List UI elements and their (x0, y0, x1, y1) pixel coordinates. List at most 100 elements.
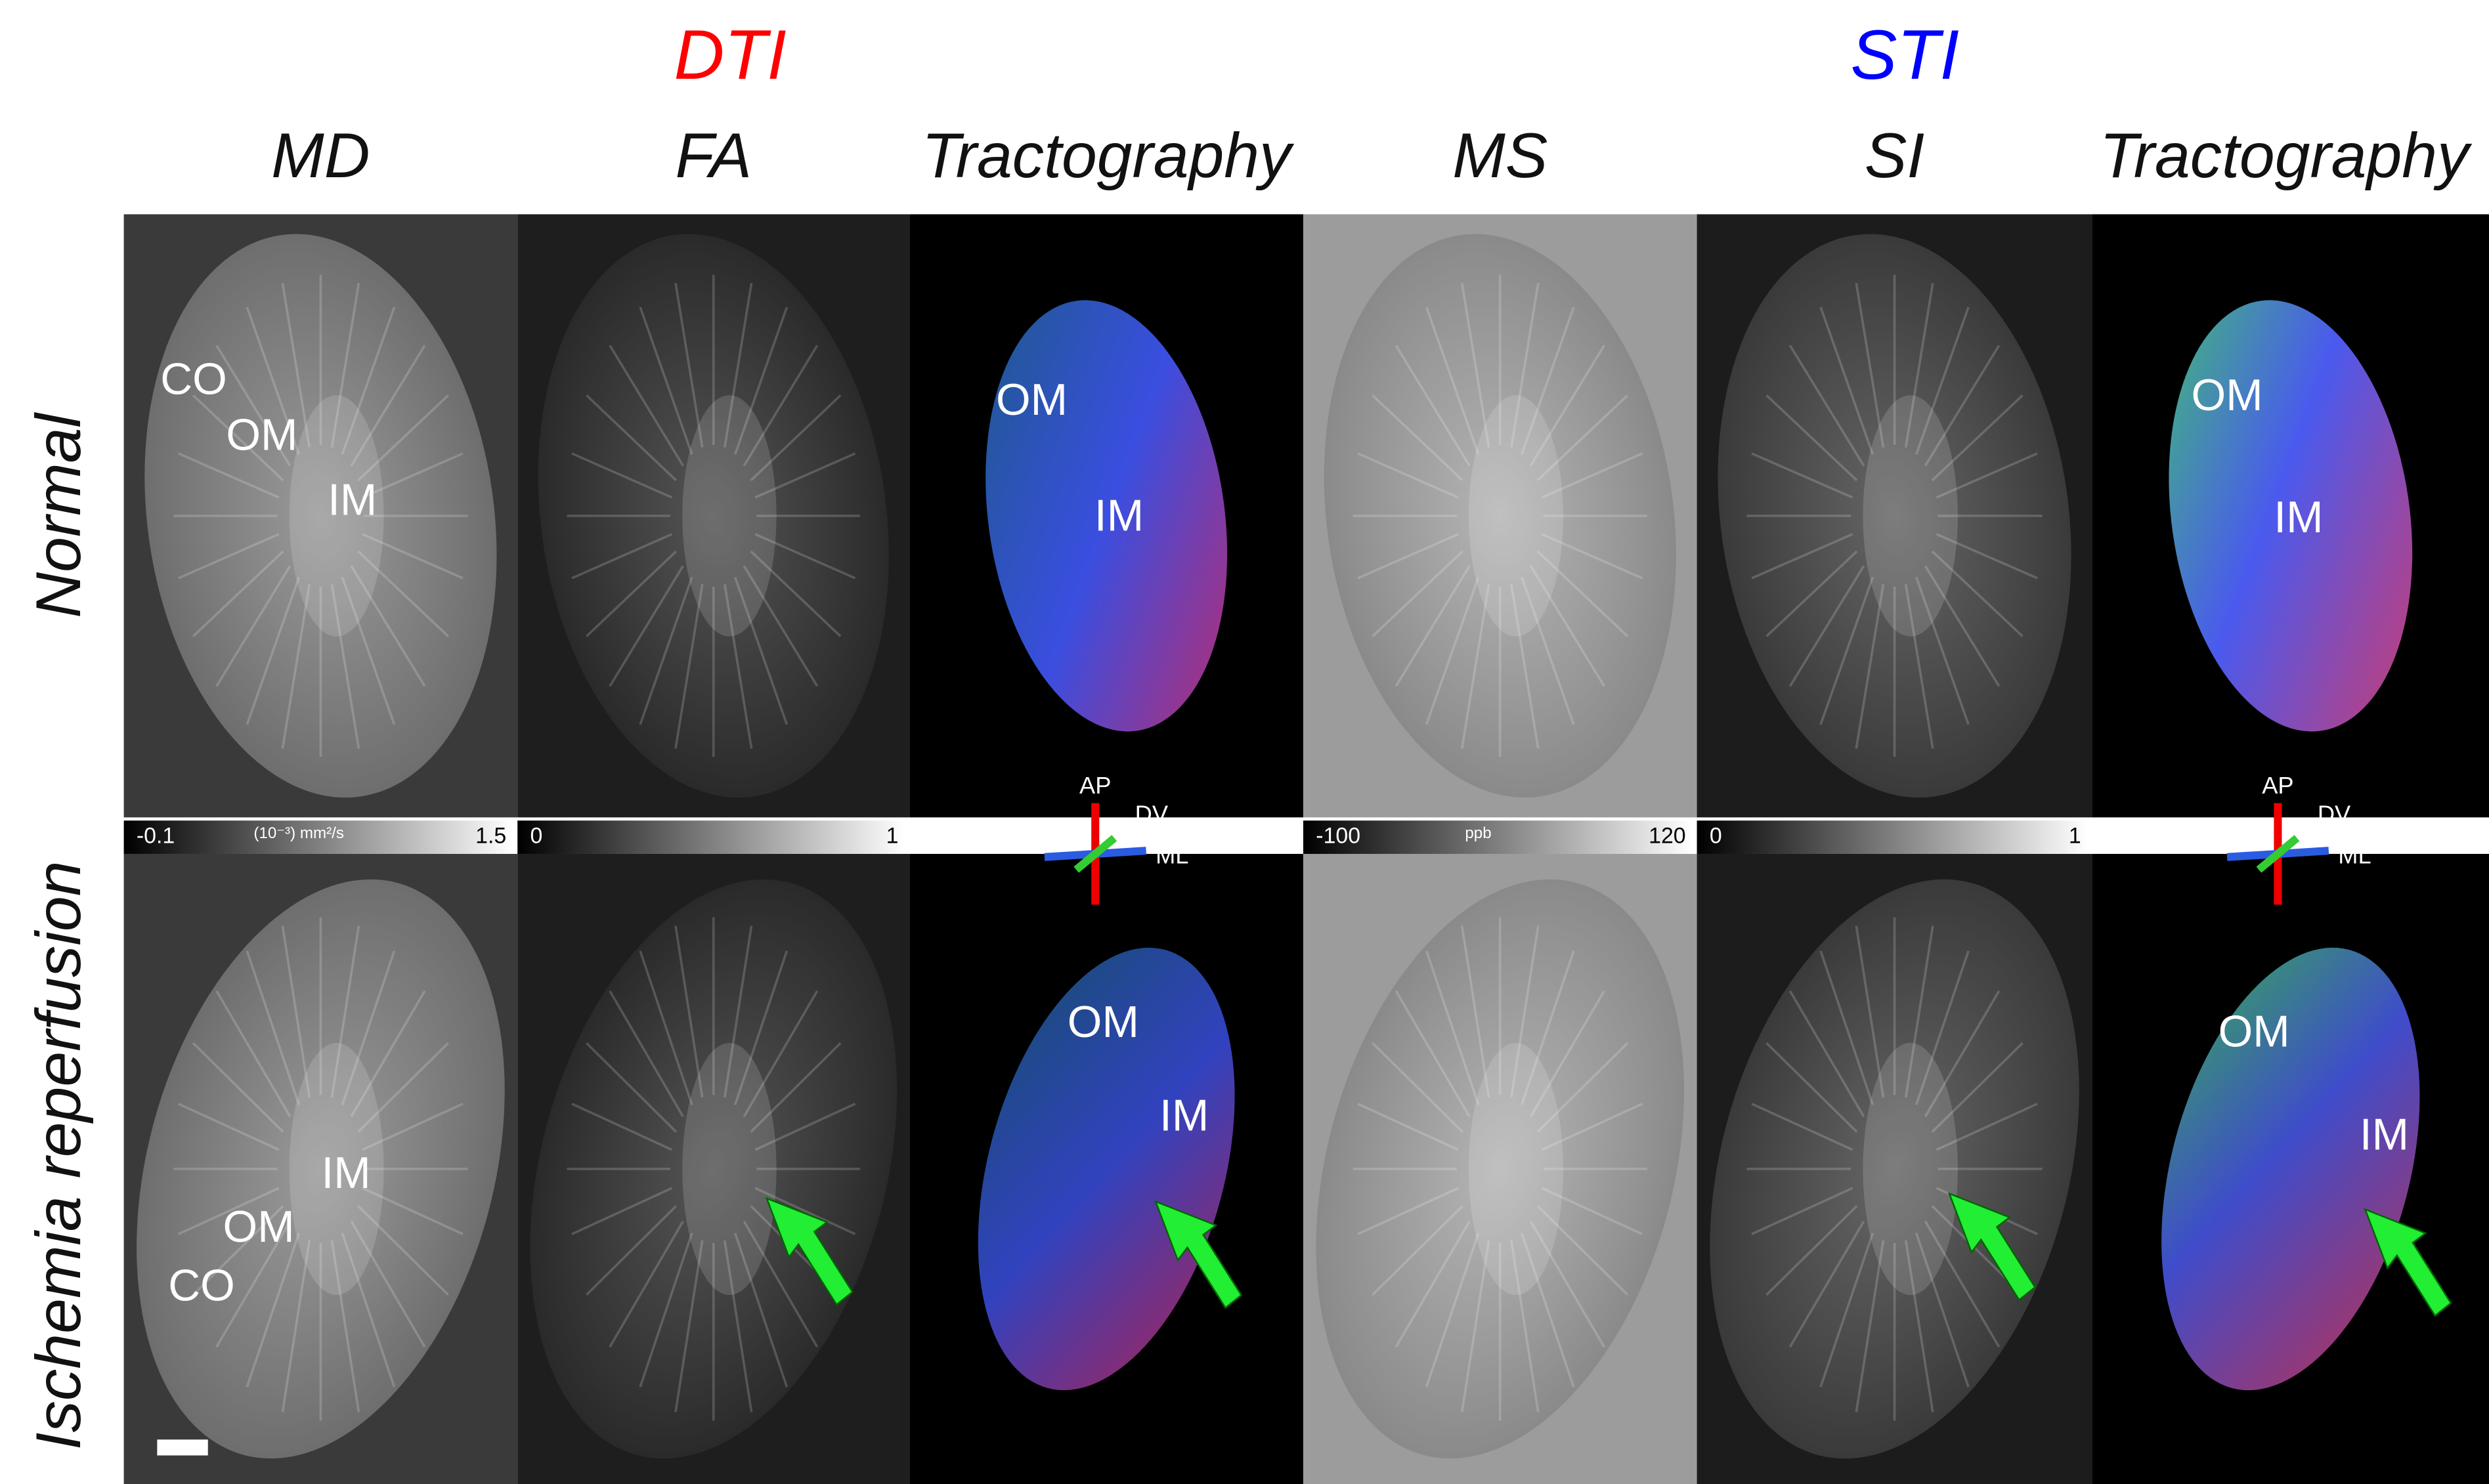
region-label: IM (1159, 1092, 1209, 1141)
colorbar-max: 120 (1649, 824, 1685, 849)
region-label: OM (2218, 1007, 2290, 1057)
texture-ray (1510, 283, 1540, 448)
texture-ray (281, 583, 311, 749)
colorbar (517, 820, 905, 854)
texture-ray (330, 1240, 360, 1412)
colorbar-unit: ppb (1465, 824, 1491, 842)
texture-ray (330, 925, 360, 1098)
texture-ray (341, 576, 396, 725)
texture-ray (1425, 307, 1480, 456)
kidney (137, 879, 505, 1459)
texture-ray (178, 452, 280, 499)
texture-ray (330, 583, 360, 749)
texture-ray (341, 1233, 396, 1388)
texture-ray (743, 1220, 819, 1348)
texture-ray (1425, 1233, 1480, 1388)
texture-ray (733, 950, 789, 1105)
texture-ray (362, 452, 464, 499)
texture-ray (1936, 1103, 2038, 1151)
texture-ray (1395, 345, 1471, 467)
texture-ray (1931, 394, 2024, 482)
texture-ray (1521, 307, 1575, 456)
texture-ray (1521, 950, 1575, 1105)
texture-ray (1372, 1205, 1463, 1296)
inner-medulla (1863, 395, 1958, 637)
region-label: OM (1068, 998, 1139, 1047)
colorbar (1697, 820, 2088, 854)
texture-ray (1819, 307, 1874, 456)
texture-ray (733, 1233, 789, 1388)
colorbar-min: -100 (1316, 824, 1360, 849)
region-label: CO (168, 1261, 235, 1310)
texture-ray (1460, 283, 1490, 448)
texture-ray (1788, 345, 1865, 467)
texture-ray (639, 576, 693, 725)
region-label: OM (2192, 371, 2263, 420)
labels: -0.1 1.5 (10⁻³) mm²/s 0 1 -100 120 ppb 0 1 AP DV ML A… (23, 16, 2473, 1450)
texture-ray (341, 307, 396, 456)
axis-dv (2256, 835, 2300, 873)
texture-ray (571, 452, 673, 499)
arrow (1154, 1200, 1243, 1309)
kidney (1324, 234, 1676, 798)
colorbar-min: -0.1 (137, 824, 175, 849)
texture-ray (1357, 533, 1459, 580)
texture-ray (571, 533, 673, 580)
texture-ray (281, 1240, 311, 1412)
texture-ray (571, 1187, 673, 1235)
texture-ray (1357, 1103, 1459, 1151)
region-label: IM (2360, 1111, 2409, 1160)
scale-bar (157, 1439, 208, 1456)
texture-ray (1529, 1220, 1605, 1348)
texture-ray (1536, 394, 1629, 482)
texture-ray (246, 950, 301, 1105)
texture-ray (1904, 583, 1934, 749)
texture-ray (1855, 1240, 1885, 1412)
texture-ray (1751, 533, 1853, 580)
texture-ray (350, 345, 426, 467)
texture-ray (1521, 576, 1575, 725)
texture-ray (1510, 925, 1540, 1098)
kidney (2161, 947, 2420, 1391)
texture-ray (350, 1220, 426, 1348)
texture-ray (1765, 550, 1858, 637)
texture-ray (1924, 565, 2001, 687)
texture-ray (1536, 550, 1629, 637)
texture-ray (586, 550, 678, 637)
colorbar-min: 0 (530, 824, 543, 849)
texture-ray (1357, 1187, 1459, 1235)
inner-medulla (289, 1042, 384, 1295)
texture-ray (1936, 533, 2038, 580)
texture-ray (1931, 550, 2024, 637)
image-panels (123, 214, 2489, 1484)
texture-ray (1541, 533, 1643, 580)
column-title: SI (1865, 120, 1924, 191)
texture-ray (1788, 1220, 1865, 1348)
texture-ray (1395, 1220, 1471, 1348)
texture-ray (674, 283, 704, 448)
texture-ray (362, 1103, 464, 1151)
texture-ray (1529, 990, 1605, 1118)
texture-ray (1915, 950, 1970, 1105)
texture-ray (1541, 452, 1643, 499)
texture-ray (1541, 1103, 1643, 1151)
inner-medulla (289, 395, 384, 637)
texture-ray (750, 394, 842, 482)
texture-ray (1915, 1233, 1970, 1388)
colorbar-min: 0 (1710, 824, 1722, 849)
texture-ray (1529, 565, 1605, 687)
kidney (538, 234, 889, 798)
texture-ray (723, 583, 753, 749)
texture-ray (1855, 583, 1885, 749)
texture-ray (1460, 1240, 1490, 1412)
texture-ray (1529, 345, 1605, 467)
inner-medulla (682, 1042, 777, 1295)
texture-ray (750, 1042, 842, 1133)
kidney (530, 879, 898, 1459)
texture-ray (586, 394, 678, 482)
region-label: OM (996, 375, 1068, 425)
kidney (1710, 879, 2079, 1459)
texture-ray (639, 950, 693, 1105)
texture-ray (639, 307, 693, 456)
